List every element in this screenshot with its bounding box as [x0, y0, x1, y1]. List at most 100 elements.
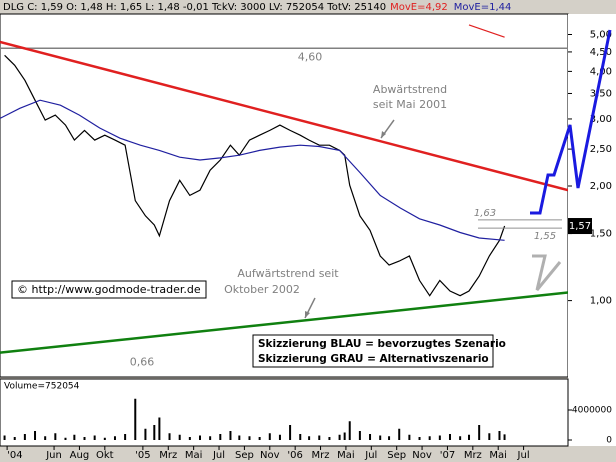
annotation: Aufwärtstrend seit	[237, 267, 339, 280]
volume-tick-label: 4000000	[572, 406, 612, 416]
volume-bar	[369, 434, 372, 440]
trendline	[0, 291, 568, 354]
marked-level-label: 1,55	[534, 231, 556, 242]
x-tick-label: Mai	[185, 450, 203, 461]
series-line	[4, 54, 506, 297]
volume-bar	[258, 437, 261, 440]
annotation: seit Mai 2001	[373, 98, 447, 111]
scenario-blue	[530, 29, 612, 215]
arrow-head	[381, 131, 386, 138]
volume-bar	[278, 434, 281, 440]
x-tick-label: Aug	[70, 450, 90, 461]
volume-bar	[64, 437, 67, 440]
legend-entry: MovE=4,92	[390, 2, 448, 13]
plot-area	[0, 13, 569, 378]
y-tick-label: 4,50	[590, 47, 612, 58]
volume-bar	[23, 434, 26, 440]
volume-bar	[348, 421, 351, 440]
series-line	[468, 24, 505, 38]
volume-bar	[209, 436, 212, 440]
level-label: 4,60	[298, 50, 323, 63]
annotation: Oktober 2002	[224, 283, 300, 296]
volume-bar	[188, 437, 191, 440]
volume-bar	[198, 435, 201, 440]
volume-bar	[459, 436, 462, 440]
x-tick-label: Jun	[45, 450, 62, 461]
x-tick-label: Mrz	[464, 450, 482, 461]
x-tick-label: Mai	[489, 450, 507, 461]
volume-bar	[503, 434, 506, 440]
chart-title: DLG C: 1,59 O: 1,48 H: 1,65 L: 1,48 -0,0…	[3, 2, 386, 13]
volume-bar	[478, 425, 481, 440]
y-tick-label: 3,00	[590, 114, 612, 125]
volume-bar	[438, 435, 441, 440]
x-tick-label: Nov	[412, 450, 432, 461]
scenario-gray	[532, 254, 562, 291]
volume-bar	[34, 431, 37, 440]
x-tick-label: Nov	[260, 450, 280, 461]
plot-marks	[0, 24, 568, 354]
labels: MovE=4,92 MovE=1,44 1,00 1,50 2,00 2,50 3,00 3,…	[6, 2, 612, 461]
volume-bar	[328, 437, 331, 440]
volume-bar	[379, 435, 382, 440]
legend-entry: MovE=1,44	[454, 2, 512, 13]
volume-bar	[289, 425, 292, 440]
x-tick-label: Okt	[96, 450, 114, 461]
volume-bar	[158, 417, 161, 440]
volume-bar	[299, 434, 302, 440]
volume-bar	[134, 398, 137, 440]
trendline	[0, 40, 568, 192]
volume-bar	[448, 434, 451, 440]
y-tick-label: 2,00	[590, 181, 612, 192]
x-tick-label: Mai	[337, 450, 355, 461]
x-tick-label: '06	[287, 450, 302, 461]
marked-level-label: 1,63	[474, 208, 496, 219]
volume-title: Volume=752054	[4, 382, 80, 392]
x-tick-label: Sep	[387, 450, 406, 461]
y-tick-label: 3,50	[590, 88, 612, 99]
volume-marks	[3, 398, 506, 440]
y-tick-label: 5,00	[590, 29, 612, 40]
volume-bar	[418, 437, 421, 440]
level-label: 0,66	[130, 355, 155, 368]
volume-bar	[93, 435, 96, 440]
y-tick-label: 1,00	[590, 296, 612, 307]
arrow-head	[305, 311, 310, 318]
volume-bar	[229, 431, 232, 440]
x-tick-label: '05	[135, 450, 150, 461]
volume-bar	[144, 428, 147, 440]
volume-bar	[124, 434, 127, 440]
x-tick-label: Jul	[364, 450, 377, 461]
volume-bar	[408, 434, 411, 440]
volume-area	[0, 378, 569, 447]
volume-bar	[13, 437, 16, 440]
annotation: Abwärtstrend	[373, 83, 447, 96]
volume-bar	[388, 436, 391, 440]
x-tick-label: Mrz	[159, 450, 177, 461]
volume-bar	[498, 431, 501, 440]
volume-bar	[44, 436, 47, 440]
volume-bar	[153, 425, 156, 440]
volume-bar	[178, 434, 181, 440]
volume-bar	[488, 433, 491, 440]
y-tick-label: 1,50	[590, 229, 612, 240]
legend-text: Skizzierung BLAU = bevorzugtes Szenario	[258, 338, 506, 350]
volume-bar	[338, 434, 341, 440]
series-line	[0, 99, 505, 241]
volume-bar	[268, 433, 271, 440]
volume-bar	[83, 437, 86, 440]
volume-bar	[428, 436, 431, 440]
volume-bar	[398, 428, 401, 440]
y-tick-label: 2,50	[590, 144, 612, 155]
volume-bar	[318, 435, 321, 440]
volume-bar	[73, 434, 76, 440]
source: © http://www.godmode-trader.de	[17, 283, 201, 296]
x-tick-label: '07	[440, 450, 455, 461]
volume-bar	[54, 433, 57, 440]
source-box	[11, 280, 207, 299]
volume-bar	[468, 434, 471, 440]
volume-bar	[103, 437, 106, 440]
volume-bar	[308, 436, 311, 440]
